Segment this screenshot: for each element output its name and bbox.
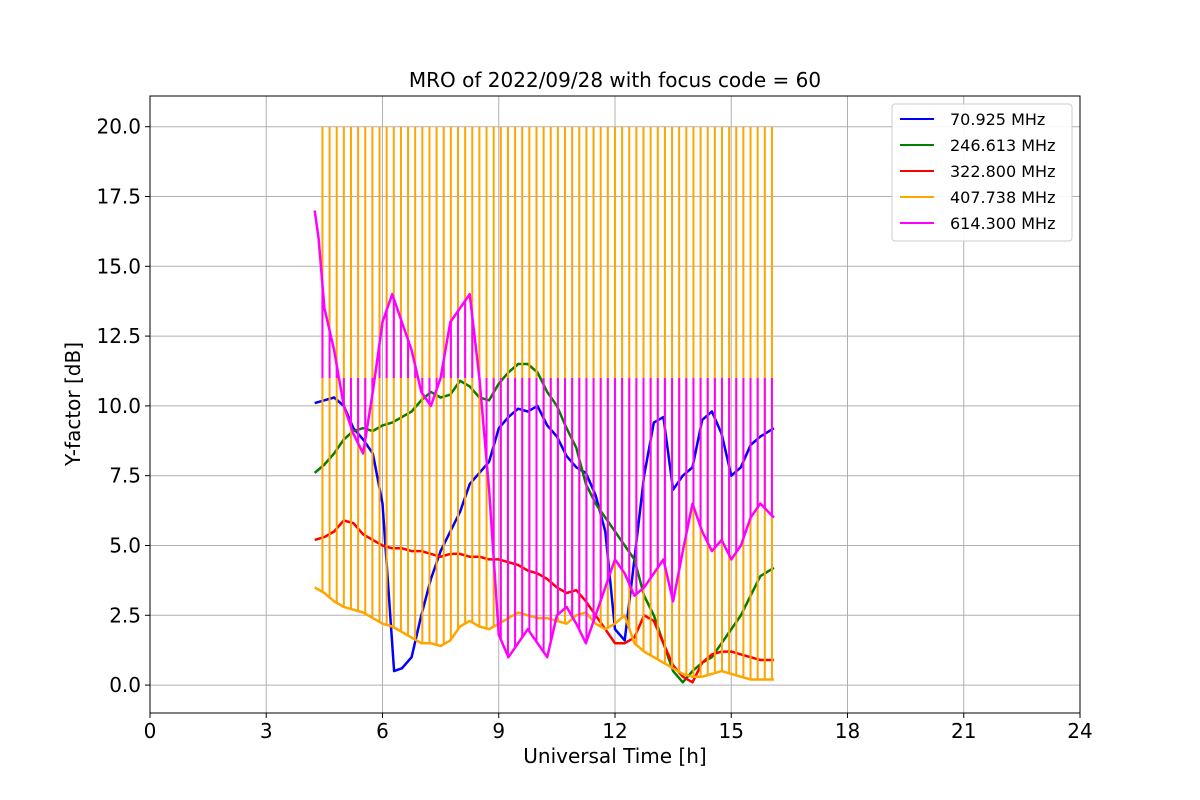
y-tick-label: 12.5 xyxy=(96,324,141,348)
chart-title: MRO of 2022/09/28 with focus code = 60 xyxy=(409,68,821,92)
ticks: 0 3 6 9 12 15 18 21 24 0.0 2.5 5.0 7.5 10.0 12.5 15.0 17… xyxy=(96,115,1092,743)
x-tick-label: 24 xyxy=(1067,719,1092,743)
y-axis-label: Y-factor [dB] xyxy=(61,342,85,467)
legend-item: 614.300 MHz xyxy=(900,214,1055,233)
y-tick-label: 17.5 xyxy=(96,185,141,209)
y-tick-label: 15.0 xyxy=(96,254,141,278)
legend-item: 322.800 MHz xyxy=(900,162,1055,181)
x-tick-label: 6 xyxy=(376,719,389,743)
series-line xyxy=(314,519,774,684)
x-tick-label: 12 xyxy=(602,719,627,743)
legend-item: 246.613 MHz xyxy=(900,136,1055,155)
plot-area xyxy=(313,126,775,684)
x-tick-label: 0 xyxy=(144,719,157,743)
x-tick-label: 3 xyxy=(260,719,273,743)
legend-box xyxy=(891,103,1073,242)
legend-item: 407.738 MHz xyxy=(900,188,1055,207)
legend-label: 614.300 MHz xyxy=(950,214,1055,233)
y-tick-label: 7.5 xyxy=(109,464,141,488)
x-axis-label: Universal Time [h] xyxy=(523,744,706,768)
series-line xyxy=(313,210,775,659)
y-tick-label: 5.0 xyxy=(109,533,141,557)
legend-label: 246.613 MHz xyxy=(950,136,1055,155)
legend-label: 70.925 MHz xyxy=(950,110,1045,129)
legend-label: 407.738 MHz xyxy=(950,188,1055,207)
x-tick-label: 9 xyxy=(492,719,505,743)
legend-label: 322.800 MHz xyxy=(950,162,1055,181)
series-line xyxy=(314,586,774,681)
legend: 70.925 MHz 246.613 MHz 322.800 MHz 407.738 … xyxy=(891,103,1073,242)
legend-item: 70.925 MHz xyxy=(900,110,1045,129)
y-tick-label: 20.0 xyxy=(96,115,141,139)
y-tick-label: 0.0 xyxy=(109,673,141,697)
x-tick-label: 15 xyxy=(719,719,744,743)
y-tick-label: 2.5 xyxy=(109,603,141,627)
y-tick-label: 10.0 xyxy=(96,394,141,418)
x-tick-label: 21 xyxy=(951,719,976,743)
x-tick-label: 18 xyxy=(835,719,860,743)
